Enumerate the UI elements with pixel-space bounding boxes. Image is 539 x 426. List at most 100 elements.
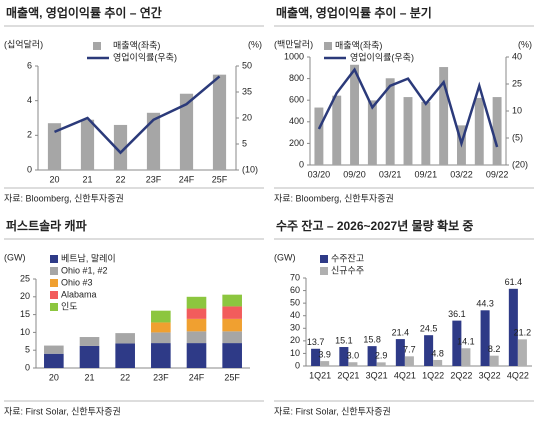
x-tick-label: 09/22	[486, 169, 509, 179]
chart-title: 매출액, 영업이익률 추이 – 분기	[276, 5, 432, 20]
data-label: 15.1	[335, 335, 353, 345]
bar	[79, 345, 100, 368]
y-tick-label: 0	[27, 164, 32, 174]
y-tick-label: 600	[289, 95, 304, 105]
legend-label: 베트남, 말레이	[61, 252, 116, 263]
bar	[395, 339, 405, 366]
x-tick-label: 03/20	[308, 169, 331, 179]
bar	[186, 343, 207, 368]
x-tick-label: 22	[120, 372, 130, 382]
x-tick-label: 24F	[179, 174, 195, 184]
y-tick-label: 800	[289, 73, 304, 83]
bar	[439, 67, 449, 165]
x-tick-label: 09/21	[415, 169, 438, 179]
y-tick-label: 10	[290, 348, 300, 358]
y-unit: (GW)	[4, 252, 26, 262]
bar	[186, 308, 207, 319]
line	[317, 67, 499, 148]
x-tick-label: 4Q22	[507, 370, 529, 380]
y-tick-label: 40	[290, 310, 300, 320]
data-label: 14.1	[457, 337, 475, 347]
legend-swatch	[324, 42, 332, 50]
data-label: 24.5	[420, 324, 438, 334]
y-tick-label: 70	[290, 272, 300, 282]
y2-tick-label: 10	[512, 105, 522, 115]
legend-swatch	[320, 255, 328, 263]
x-tick-label: 03/21	[379, 169, 402, 179]
y2-tick-label: 50	[242, 60, 252, 70]
y-tick-label: 0	[295, 360, 300, 370]
y2-tick-label: 35	[242, 86, 252, 96]
y-tick-label: 25	[20, 273, 30, 283]
y-tick-label: 10	[20, 327, 30, 337]
data-label: 13.7	[307, 337, 325, 347]
x-tick-label: 2Q21	[337, 370, 359, 380]
bar	[179, 93, 194, 170]
y-tick-label: 15	[20, 309, 30, 319]
bar	[421, 101, 431, 165]
bar	[186, 331, 207, 344]
legend-label: 수주잔고	[331, 253, 364, 263]
y-tick-label: 20	[20, 291, 30, 301]
legend-label: 영업이익률(우축)	[113, 51, 177, 62]
bar	[80, 119, 95, 170]
bar	[222, 343, 242, 368]
bar	[424, 335, 434, 366]
chart-title: 수주 잔고 – 2026~2027년 물량 확보 중	[276, 218, 473, 233]
x-tick-label: 22	[115, 174, 125, 184]
data-label: 36.1	[448, 309, 466, 319]
x-tick-label: 24F	[189, 372, 205, 382]
bar	[489, 355, 499, 366]
bar	[332, 95, 342, 165]
y-tick-label: 1000	[284, 51, 304, 61]
legend-label: Ohio #3	[61, 277, 93, 287]
y2-tick-label: 20	[242, 112, 252, 122]
bar	[151, 343, 171, 368]
bar	[186, 318, 207, 332]
data-label: 7.7	[403, 345, 416, 355]
bar	[222, 306, 242, 319]
x-tick-label: 23F	[146, 174, 162, 184]
bar	[311, 348, 321, 366]
bar	[212, 74, 227, 170]
bar	[433, 359, 443, 366]
bar	[44, 345, 64, 354]
y-tick-label: 50	[290, 298, 300, 308]
y2-tick-label: 40	[512, 51, 522, 61]
legend-swatch	[50, 279, 58, 287]
y2-unit: (%)	[248, 39, 262, 49]
y-tick-label: 0	[299, 159, 304, 169]
legend-label: Alabama	[61, 289, 97, 299]
y2-tick-label: (5)	[512, 132, 523, 142]
data-label: 3.9	[318, 349, 331, 359]
y-tick-label: 30	[290, 323, 300, 333]
y-unit: (GW)	[274, 252, 296, 262]
y-tick-label: 4	[27, 95, 32, 105]
x-tick-label: 3Q22	[479, 370, 501, 380]
bar	[314, 107, 324, 165]
x-tick-label: 20	[49, 372, 59, 382]
bar	[385, 78, 395, 165]
x-tick-label: 1Q21	[309, 370, 331, 380]
source: 자료: First Solar, 신한투자증권	[274, 405, 391, 416]
bar	[480, 310, 490, 366]
legend-label: 인도	[61, 301, 78, 311]
y-tick-label: 6	[27, 60, 32, 70]
bar	[376, 362, 386, 366]
chart-title: 퍼스트솔라 캐파	[6, 218, 87, 233]
x-tick-label: 23F	[153, 372, 169, 382]
y2-unit: (%)	[518, 39, 532, 49]
x-tick-label: 21	[82, 174, 92, 184]
y2-tick-label: 5	[242, 138, 247, 148]
y2-tick-label: (20)	[512, 159, 528, 169]
bar	[115, 343, 135, 368]
source: 자료: Bloomberg, 신한투자증권	[274, 192, 394, 203]
y-tick-label: 400	[289, 116, 304, 126]
legend-label: 매출액(좌축)	[113, 39, 160, 50]
data-label: 3.0	[347, 351, 360, 361]
legend-label: Ohio #1, #2	[61, 265, 108, 275]
bar	[222, 318, 242, 332]
line	[54, 75, 221, 155]
bar	[151, 322, 171, 333]
source: 자료: Bloomberg, 신한투자증권	[4, 192, 124, 203]
